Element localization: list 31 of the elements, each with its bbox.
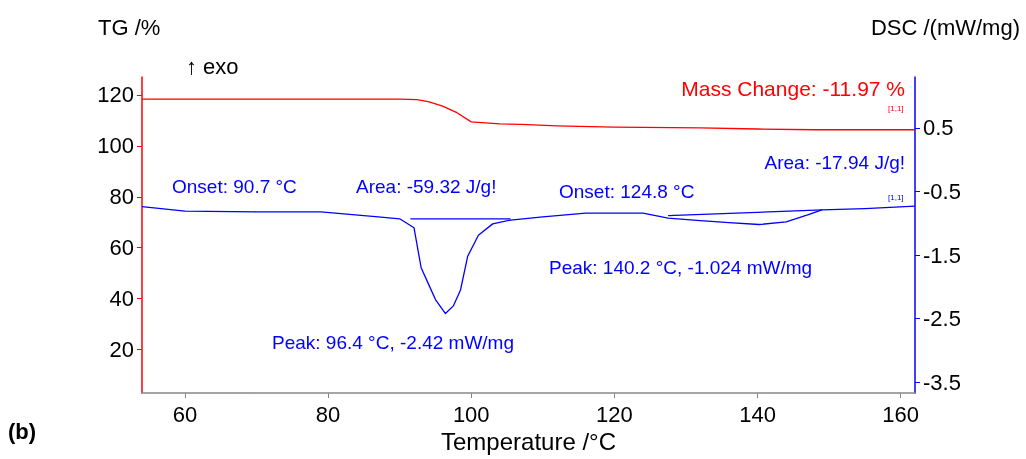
annotation: [1,1] [888, 192, 904, 202]
x-tick-label: 120 [596, 401, 633, 427]
y2-tick-label: -0.5 [923, 178, 961, 204]
x-axis-title: Temperature /°C [441, 428, 616, 456]
annotation: Peak: 96.4 °C, -2.42 mW/mg [272, 332, 515, 353]
y-tick-label: 120 [97, 82, 134, 108]
y2-axis-title: DSC /(mW/mg) [870, 14, 1020, 40]
y-tick-label: 40 [109, 286, 134, 312]
y-axis-title: TG /% [98, 14, 161, 40]
x-tick-label: 160 [882, 401, 920, 427]
annotation: Onset: 124.8 °C [559, 181, 695, 202]
y-tick-label: 20 [109, 337, 134, 363]
y-tick-label: 100 [97, 133, 134, 159]
annotation: Mass Change: -11.97 % [681, 77, 905, 100]
text: (b) [8, 418, 37, 444]
annotation: [1,1] [888, 103, 904, 113]
x-tick-label: 100 [452, 401, 490, 427]
annotation: Peak: 140.2 °C, -1.024 mW/mg [549, 257, 813, 278]
y-tick-label: 80 [109, 184, 134, 210]
annotation: Area: -17.94 J/g! [764, 152, 905, 173]
y2-tick-label: -3.5 [923, 369, 961, 395]
x-tick-label: 140 [739, 401, 776, 427]
x-tick-label: 80 [315, 401, 341, 427]
y-tick-label: 60 [109, 235, 134, 261]
y2-tick-label: 0.5 [923, 115, 954, 141]
annotation: Onset: 90.7 °C [172, 176, 297, 197]
y2-tick-label: -2.5 [923, 306, 961, 332]
y2-tick-label: -1.5 [923, 242, 961, 268]
annotation: ↑ exo [186, 53, 239, 79]
annotation: Area: -59.32 J/g! [356, 176, 497, 197]
x-tick-label: 60 [172, 401, 198, 427]
